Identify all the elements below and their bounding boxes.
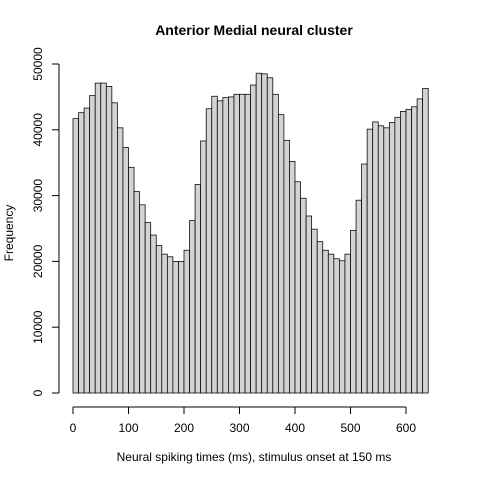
histogram-bar — [222, 97, 229, 394]
histogram-bar — [205, 108, 213, 394]
histogram-bar — [355, 199, 362, 394]
histogram-bar — [344, 253, 351, 394]
histogram-bar — [289, 161, 296, 394]
histogram-bar — [94, 82, 102, 394]
histogram-bar — [189, 220, 196, 394]
histogram-bar — [361, 163, 368, 394]
x-tick-label: 300 — [229, 421, 249, 435]
histogram-bar — [155, 245, 163, 394]
histogram-bar — [216, 100, 224, 394]
histogram-bar — [228, 96, 235, 394]
histogram-bar — [350, 230, 357, 394]
histogram-bar — [233, 93, 240, 394]
y-tick-label: 10000 — [31, 310, 45, 344]
histogram-bar — [83, 107, 91, 394]
histogram-bar — [294, 181, 301, 394]
histogram-bar — [128, 166, 135, 394]
histogram-bar — [300, 197, 307, 394]
histogram-bar — [372, 121, 379, 394]
histogram-bar — [316, 241, 324, 394]
histogram-bar — [133, 191, 140, 394]
histogram-bar — [339, 260, 346, 394]
x-tick-label: 0 — [70, 421, 77, 435]
histogram-bar — [139, 204, 146, 394]
histogram-bar — [78, 112, 85, 394]
histogram-bars — [72, 72, 429, 394]
histogram-bar — [416, 98, 424, 394]
histogram-bar — [178, 261, 185, 394]
histogram-bar — [255, 72, 263, 394]
histogram-bar — [194, 184, 202, 394]
y-tick-label: 40000 — [31, 113, 45, 147]
y-tick-label: 20000 — [31, 244, 45, 278]
histogram-bar — [327, 253, 335, 394]
histogram-bar — [122, 147, 129, 394]
histogram-bar — [377, 125, 385, 394]
x-axis: 0 100 200 300 400 500 600 — [70, 406, 416, 435]
histogram-bar — [211, 95, 218, 394]
x-tick-label: 100 — [118, 421, 138, 435]
histogram-bar — [105, 85, 113, 394]
histogram-bar — [239, 93, 246, 394]
histogram-bar — [244, 93, 251, 394]
histogram-bar — [405, 109, 412, 394]
histogram-bar — [183, 249, 190, 394]
histogram-bar — [333, 258, 340, 394]
x-tick-label: 400 — [285, 421, 305, 435]
histogram-bar — [311, 228, 318, 394]
y-axis: 0 10000 20000 30000 40000 50000 — [31, 47, 60, 396]
histogram-bar — [172, 261, 179, 394]
x-tick-label: 500 — [340, 421, 360, 435]
histogram-bar — [166, 256, 174, 394]
histogram-bar — [394, 116, 401, 394]
y-axis-label: Frequency — [2, 205, 16, 262]
histogram-bar — [100, 82, 107, 394]
histogram-bar — [272, 93, 279, 394]
x-tick-label: 600 — [396, 421, 416, 435]
histogram-bar — [400, 111, 407, 394]
histogram-bar — [305, 215, 313, 394]
histogram-bar — [72, 118, 79, 394]
histogram-bar — [161, 253, 168, 394]
chart-title: Anterior Medial neural cluster — [155, 22, 353, 38]
x-axis-label: Neural spiking times (ms), stimulus onse… — [117, 450, 392, 464]
histogram-bar — [388, 122, 396, 394]
histogram-bar — [150, 234, 157, 394]
histogram-bar — [89, 95, 96, 394]
histogram-bar — [144, 222, 152, 394]
histogram-bar — [422, 87, 429, 394]
histogram-bar — [383, 127, 390, 394]
histogram-bar — [111, 102, 118, 394]
histogram-bar — [277, 114, 285, 394]
histogram-bar — [200, 140, 207, 394]
histogram-bar — [283, 139, 290, 394]
histogram-bar — [366, 128, 374, 394]
y-tick-label: 0 — [31, 389, 45, 396]
y-tick-label: 30000 — [31, 179, 45, 213]
histogram-bar — [250, 84, 257, 394]
histogram-bar — [411, 106, 418, 394]
x-tick-label: 200 — [174, 421, 194, 435]
y-tick-label: 50000 — [31, 47, 45, 81]
histogram-bar — [261, 73, 268, 394]
histogram-bar — [322, 249, 329, 394]
histogram-bar — [266, 77, 274, 394]
histogram-bar — [117, 127, 124, 394]
